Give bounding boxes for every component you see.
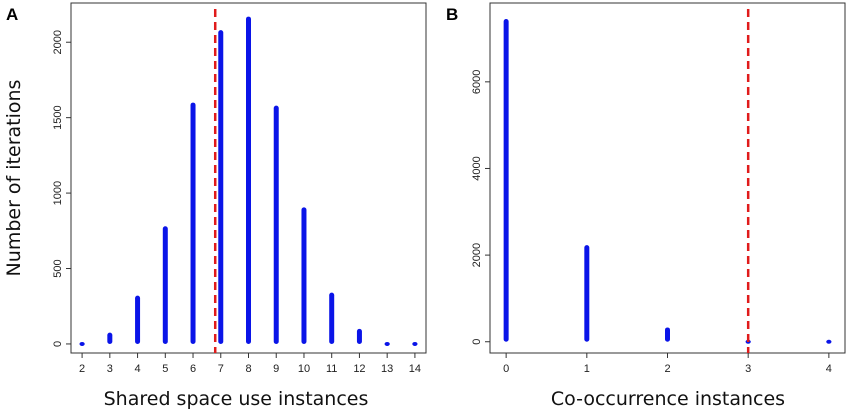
y-tick-label: 6000 bbox=[471, 70, 483, 94]
y-tick-label: 2000 bbox=[471, 243, 483, 267]
x-tick-label: 4 bbox=[826, 363, 832, 375]
x-tick-label: 14 bbox=[409, 363, 421, 375]
y-tick-label: 1000 bbox=[52, 181, 64, 205]
x-tick-label: 12 bbox=[353, 363, 365, 375]
bar bbox=[162, 226, 168, 344]
panel-b-letter: B bbox=[446, 5, 458, 24]
y-tick-label: 500 bbox=[52, 259, 64, 277]
bar bbox=[329, 292, 335, 344]
panel-b-x-axis-title: Co-occurrence instances bbox=[551, 388, 785, 410]
x-tick-label: 7 bbox=[218, 363, 224, 375]
bar bbox=[246, 16, 251, 344]
bar bbox=[826, 339, 832, 344]
bar bbox=[584, 245, 590, 342]
panel-a-x-ticks bbox=[81, 353, 416, 358]
bar bbox=[384, 341, 390, 346]
bar bbox=[301, 207, 307, 344]
x-tick-label: 2 bbox=[664, 363, 670, 375]
panel-a-bars bbox=[79, 16, 418, 346]
bar bbox=[503, 19, 509, 342]
panel-b-y-tick-labels: 0 2000 4000 6000 bbox=[471, 70, 483, 345]
panel-b-bars bbox=[503, 19, 832, 344]
bar bbox=[273, 105, 279, 344]
y-tick-label: 1500 bbox=[52, 105, 64, 129]
x-tick-label: 13 bbox=[381, 363, 393, 375]
x-tick-label: 3 bbox=[107, 363, 113, 375]
panel-a-x-tick-labels: 2 3 4 5 6 7 8 9 10 11 12 13 14 bbox=[79, 363, 421, 375]
panel-a-letter: A bbox=[6, 5, 18, 24]
bar bbox=[218, 30, 224, 344]
x-tick-label: 1 bbox=[584, 363, 590, 375]
panel-a: A 0 500 1000 1500 2000 2 3 4 5 6 7 8 9 10 11 12 13 14 Sh… bbox=[3, 2, 427, 410]
x-tick-label: 9 bbox=[273, 363, 279, 375]
x-tick-label: 2 bbox=[79, 363, 85, 375]
x-tick-label: 4 bbox=[135, 363, 141, 375]
panel-b: B 0 2000 4000 6000 0 1 2 3 4 Co-occurrence inst… bbox=[446, 2, 846, 410]
panel-b-x-ticks bbox=[505, 353, 830, 358]
x-tick-label: 0 bbox=[503, 363, 509, 375]
x-tick-label: 6 bbox=[190, 363, 196, 375]
y-tick-label: 0 bbox=[471, 339, 483, 345]
panel-b-plot-frame bbox=[489, 2, 846, 354]
panel-a-y-tick-labels: 0 500 1000 1500 2000 bbox=[52, 30, 64, 347]
panel-b-x-tick-labels: 0 1 2 3 4 bbox=[503, 363, 832, 375]
y-tick-label: 0 bbox=[52, 341, 64, 347]
bar bbox=[190, 102, 196, 344]
bar bbox=[135, 295, 141, 344]
x-tick-label: 5 bbox=[162, 363, 168, 375]
panel-b-y-ticks bbox=[485, 81, 490, 343]
x-tick-label: 10 bbox=[298, 363, 310, 375]
panel-a-y-ticks bbox=[66, 41, 71, 345]
y-tick-label: 2000 bbox=[52, 30, 64, 54]
x-tick-label: 8 bbox=[245, 363, 251, 375]
bar bbox=[79, 341, 85, 346]
panel-a-x-axis-title: Shared space use instances bbox=[104, 388, 369, 410]
bar bbox=[107, 332, 113, 344]
bar bbox=[665, 327, 670, 342]
panel-a-y-axis-title: Number of iterations bbox=[3, 80, 25, 277]
x-tick-label: 11 bbox=[326, 363, 337, 375]
bar bbox=[356, 328, 362, 344]
y-tick-label: 4000 bbox=[471, 156, 483, 180]
x-tick-label: 3 bbox=[745, 363, 751, 375]
bar bbox=[412, 341, 418, 346]
